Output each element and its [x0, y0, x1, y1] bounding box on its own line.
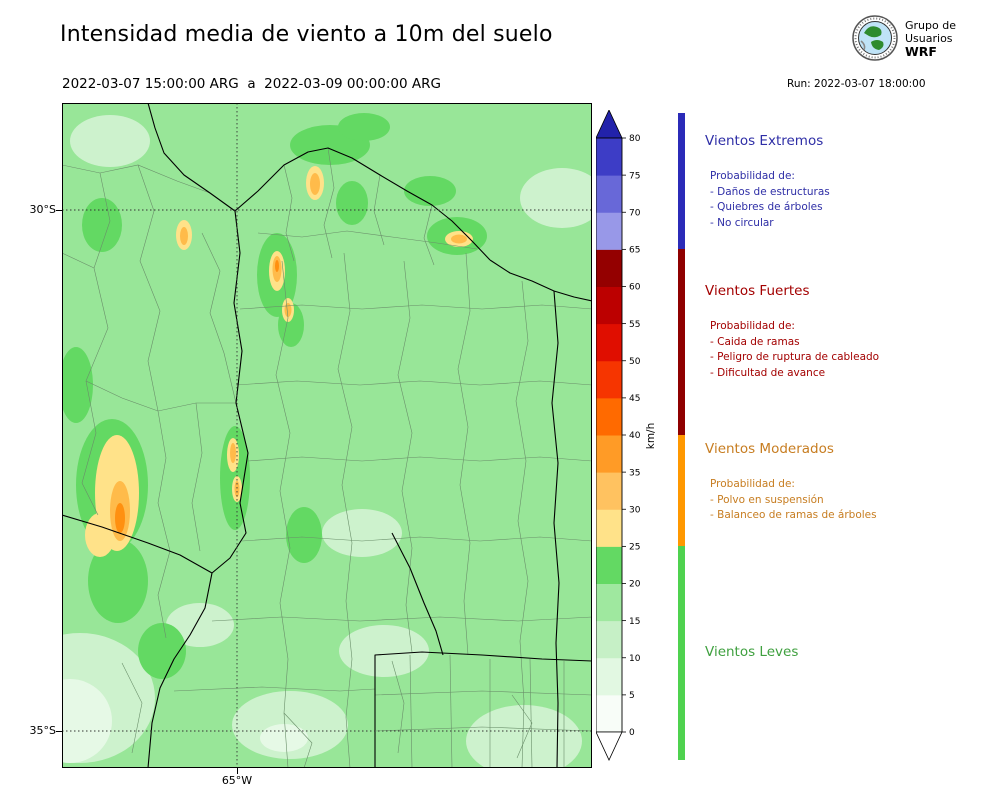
x-tick-label-65w: 65°W [221, 774, 253, 787]
legend-strip-segment [678, 113, 685, 249]
legend-strip-segment [678, 249, 685, 435]
province-borders [62, 103, 592, 768]
lightest-wind-patches [62, 679, 308, 763]
forecast-period: 2022-03-07 15:00:00 ARG a 2022-03-09 00:… [62, 76, 441, 92]
legend-category-title: Vientos Leves [705, 644, 799, 660]
y-tick-mark-35s [56, 731, 62, 732]
colorbar-tick-label: 35 [629, 468, 640, 478]
legend-probability-label: Probabilidad de: [710, 170, 795, 182]
logo-text: Grupo de Usuarios WRF [905, 19, 956, 58]
colorbar-tick-label: 15 [629, 617, 640, 627]
legend-category-moderados: Vientos Moderados Probabilidad de: - Pol… [705, 441, 990, 524]
colorbar-tick-label: 25 [629, 543, 640, 553]
colorbar-tick-label: 30 [629, 505, 641, 515]
colorbar-tick-label: 10 [629, 654, 641, 664]
wrf-logo: Grupo de Usuarios WRF [851, 14, 956, 62]
colorbar-tick-label: 65 [629, 246, 640, 256]
legend-item: - Balanceo de ramas de árboles [710, 509, 877, 521]
legend-strip [678, 113, 685, 760]
x-tick-mark-65w [237, 768, 238, 774]
legend-category-title: Vientos Fuertes [705, 283, 810, 299]
logo-line-2: Usuarios [905, 31, 953, 45]
legend-probability-label: Probabilidad de: [710, 320, 795, 332]
legend-item: - Caida de ramas [710, 335, 800, 348]
colorbar-tick-label: 70 [629, 208, 641, 218]
legend-item: - No circular [710, 216, 774, 229]
legend-category-fuertes: Vientos Fuertes Probabilidad de: - Caida… [705, 283, 990, 381]
y-tick-mark-30s [56, 210, 62, 211]
legend-item: - Peligro de ruptura de cableado [710, 351, 880, 363]
colorbar-tick-label: 45 [629, 394, 640, 404]
legend-probability-label: Probabilidad de: [710, 478, 795, 490]
legend-item: - Polvo en suspensión [710, 493, 824, 506]
legend-strip-segment [678, 435, 685, 546]
colorbar-tick-label: 55 [629, 320, 640, 330]
colorbar-tick-label: 50 [629, 357, 641, 367]
colorbar-tick-label: 80 [629, 134, 641, 144]
legend-item: - Dificultad de avance [710, 366, 826, 379]
department-borders [62, 147, 592, 768]
legend-category-title: Vientos Moderados [705, 441, 834, 457]
page-title: Intensidad media de viento a 10m del sue… [60, 22, 553, 47]
colorbar-unit-label: km/h [645, 422, 657, 450]
legend-item: - Daños de estructuras [710, 185, 830, 198]
legend-category-extremos: Vientos Extremos Probabilidad de: - Daño… [705, 133, 990, 231]
map-border [62, 103, 592, 768]
colorbar-tick-label: 20 [629, 580, 641, 590]
colorbar-tick-label: 75 [629, 171, 640, 181]
legend-category-title: Vientos Extremos [705, 133, 824, 149]
colorbar-tick-label: 5 [629, 691, 635, 701]
y-tick-label-30s: 30°S [29, 203, 56, 216]
legend-strip-segment [678, 546, 685, 760]
wind-map [62, 103, 592, 768]
gridlines [62, 103, 592, 768]
legend-category-leves: Vientos Leves [705, 644, 990, 680]
colorbar-tick-label: 60 [629, 283, 641, 293]
logo-line-3: WRF [905, 43, 937, 59]
globe-logo-icon [852, 15, 898, 61]
colorbar-tick-label: 40 [629, 431, 641, 441]
y-tick-label-35s: 35°S [29, 724, 56, 737]
run-timestamp: Run: 2022-03-07 18:00:00 [787, 78, 926, 90]
legend-item: - Quiebres de árboles [710, 201, 823, 213]
logo-line-1: Grupo de [905, 18, 956, 32]
colorbar-built: 0 5 10 15 20 25 30 35 40 45 50 55 60 65 70 75 80 [596, 110, 641, 761]
colorbar: 0 5 10 15 20 25 30 35 40 45 50 55 60 65 70 75 80 [596, 110, 641, 761]
colorbar-tick-label: 0 [629, 728, 635, 738]
